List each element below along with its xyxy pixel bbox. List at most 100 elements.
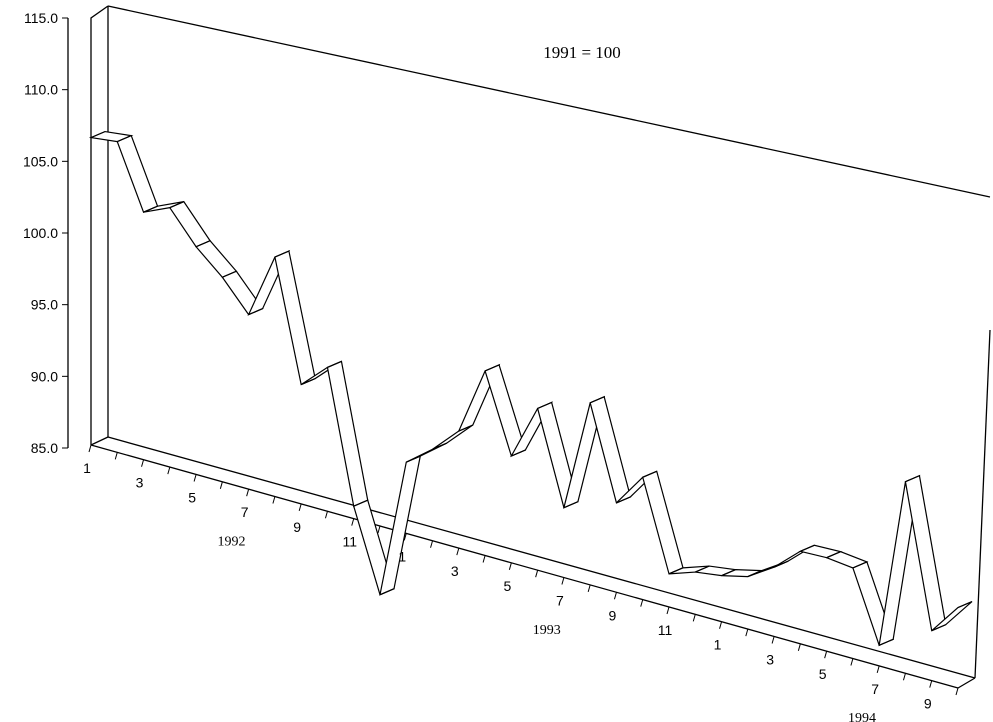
x-tick-label: 5 xyxy=(503,578,511,594)
x-tick-mark xyxy=(351,518,355,526)
x-tick-mark xyxy=(219,481,223,489)
x-tick-label: 5 xyxy=(188,489,196,505)
data-point xyxy=(248,308,263,316)
y-tick-label: 115.0 xyxy=(24,10,58,26)
data-point xyxy=(695,565,710,573)
data-segment xyxy=(195,240,238,278)
data-point xyxy=(589,396,605,404)
y-tick-label: 110.0 xyxy=(24,82,58,98)
x-axis-line xyxy=(90,444,959,689)
data-point xyxy=(274,250,290,258)
data-point xyxy=(537,401,552,409)
y-axis: 115.0 110.0 105.0 100.0 95.0 90.0 85.0 xyxy=(23,10,68,456)
x-tick-label: 7 xyxy=(871,681,879,697)
left-wall-edge xyxy=(90,5,109,445)
year-labels: 1992 1993 1994 xyxy=(218,535,877,722)
data-point xyxy=(747,570,763,578)
x-tick-mark xyxy=(508,562,512,570)
chart-subtitle: 1991 = 100 xyxy=(543,43,621,62)
x-tick-mark xyxy=(561,577,565,585)
x-tick-mark xyxy=(745,628,749,637)
data-point xyxy=(878,638,894,646)
y-tick-label: 100.0 xyxy=(23,225,58,241)
x-tick-label: 9 xyxy=(293,519,301,535)
y-tick-label: 85.0 xyxy=(31,440,58,456)
x-tick-mark xyxy=(456,547,460,556)
x-tick-mark xyxy=(692,614,696,622)
data-point xyxy=(300,378,316,386)
x-tick-label: 3 xyxy=(451,563,459,579)
data-point xyxy=(327,360,342,368)
x-tick-mark xyxy=(114,452,118,460)
data-point xyxy=(773,560,789,568)
x-tick-mark xyxy=(613,592,617,600)
year-label: 1994 xyxy=(848,711,876,722)
data-segment xyxy=(432,424,474,450)
floor-left-edge xyxy=(90,436,109,446)
data-point xyxy=(800,544,815,552)
x-tick-mark xyxy=(955,687,959,696)
y-tick-label: 105.0 xyxy=(23,153,58,169)
x-tick-mark xyxy=(141,459,145,467)
data-point xyxy=(852,561,868,569)
x-tick-label: 11 xyxy=(342,534,357,550)
x-tick-label: 3 xyxy=(766,651,774,667)
x-tick-label: 9 xyxy=(924,696,932,712)
data-point xyxy=(721,569,736,577)
chart-frame xyxy=(67,5,991,689)
data-point xyxy=(642,470,657,478)
x-tick-label: 1 xyxy=(398,548,406,564)
x-tick-label: 1 xyxy=(83,460,91,476)
x-tick-label: 11 xyxy=(658,622,673,638)
x-tick-mark xyxy=(324,511,328,519)
x-tick-label: 5 xyxy=(819,666,827,682)
data-point xyxy=(222,270,237,278)
x-tick-label: 7 xyxy=(241,504,249,520)
x-tick-mark xyxy=(88,444,92,453)
data-point xyxy=(90,131,106,139)
x-tick-label: 3 xyxy=(136,475,144,491)
x-tick-mark xyxy=(640,599,644,607)
data-ribbon xyxy=(88,130,973,647)
data-point xyxy=(484,364,500,372)
year-label: 1993 xyxy=(533,623,561,638)
data-point xyxy=(458,424,474,432)
data-segment xyxy=(642,470,684,575)
x-tick-mark xyxy=(850,658,854,666)
data-point xyxy=(511,449,526,457)
year-label: 1992 xyxy=(218,535,246,550)
x-tick-mark xyxy=(298,503,302,512)
y-tick-label: 95.0 xyxy=(31,297,58,313)
data-point xyxy=(432,442,447,450)
y-tick-label: 90.0 xyxy=(31,368,58,384)
data-point xyxy=(905,475,920,483)
data-point xyxy=(117,135,132,143)
data-segment xyxy=(274,250,316,386)
data-segment xyxy=(589,395,632,504)
data-point xyxy=(616,496,631,504)
data-point xyxy=(143,205,158,213)
x-tick-mark xyxy=(403,533,407,541)
data-segment xyxy=(379,455,422,596)
data-point xyxy=(668,567,684,575)
top-back-edge xyxy=(107,5,991,198)
x-tick-mark xyxy=(824,651,828,659)
data-point xyxy=(563,501,579,509)
data-point xyxy=(353,499,368,507)
x-tick-mark xyxy=(535,570,539,578)
data-point xyxy=(826,551,841,559)
x-tick-mark xyxy=(797,643,801,651)
data-point xyxy=(195,240,211,248)
x-tick-mark xyxy=(666,606,670,615)
x-tick-mark xyxy=(193,474,197,482)
data-point xyxy=(169,201,185,209)
x-tick-mark xyxy=(167,466,171,475)
data-point xyxy=(931,624,946,632)
x-tick-label: 1 xyxy=(714,637,722,653)
x-tick-mark xyxy=(246,489,250,497)
x-tick-mark xyxy=(430,540,434,548)
x-tick-label: 9 xyxy=(609,607,617,623)
floor-back-edge xyxy=(107,436,976,679)
